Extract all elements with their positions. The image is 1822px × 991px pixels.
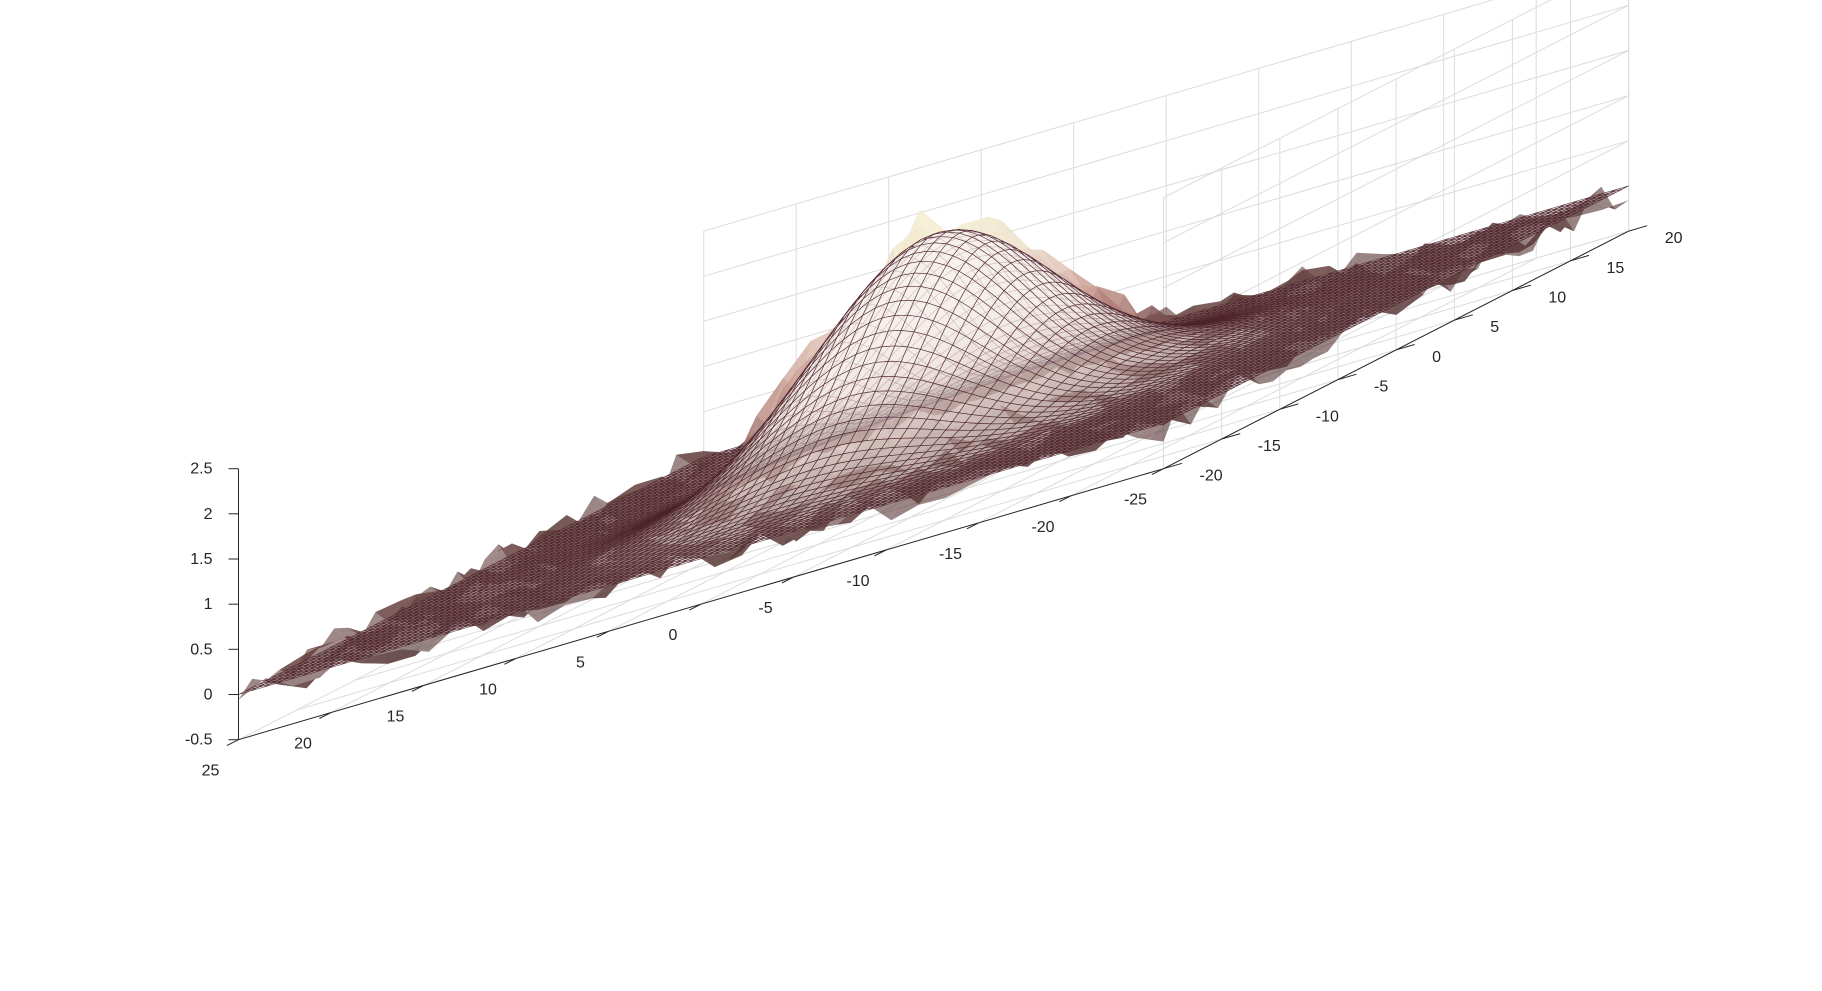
surface-layers [239,186,1629,700]
